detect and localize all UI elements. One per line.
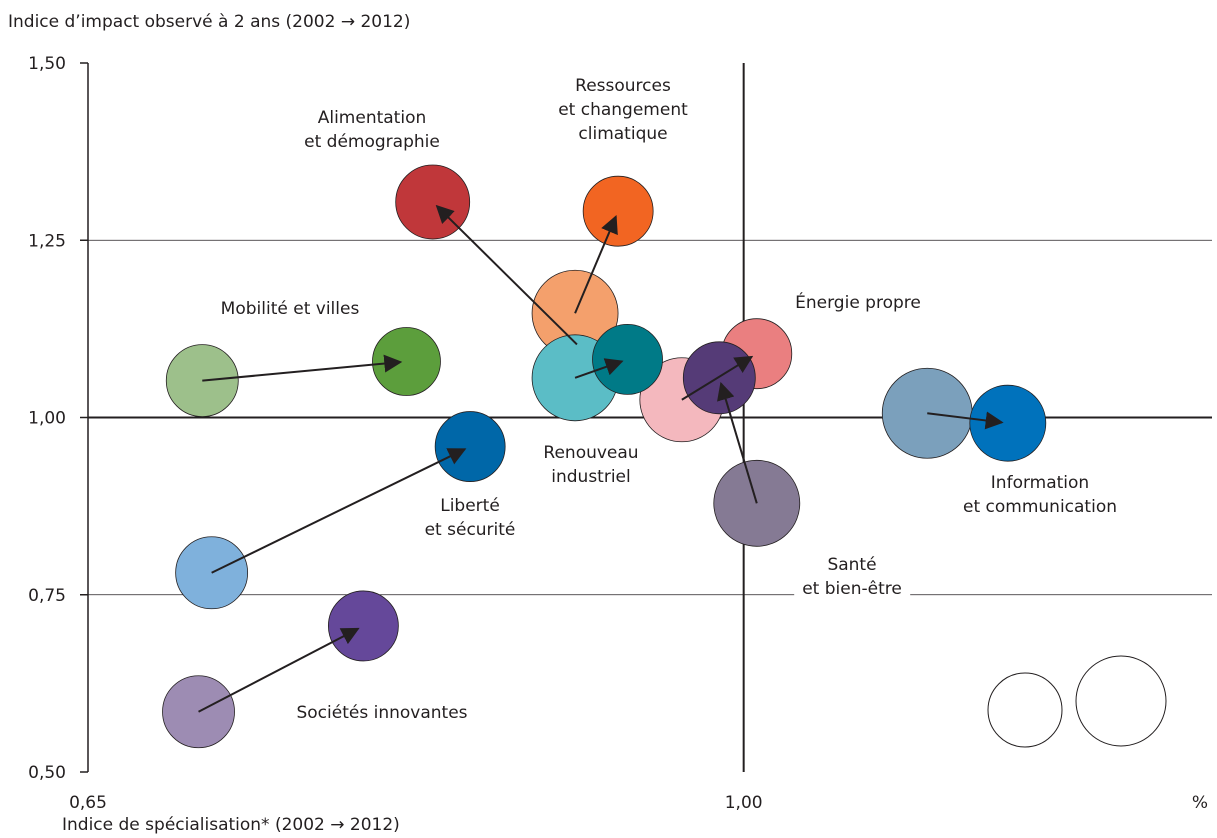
series-label: Information et communication — [963, 473, 1117, 517]
arrow — [198, 627, 360, 713]
series-label: Ressources et changement climatique — [558, 76, 688, 144]
size-legend-circle — [987, 672, 1063, 748]
bubble-2012 — [969, 384, 1047, 462]
x-axis-title: Indice de spécialisation* (2002 → 2012) — [62, 815, 400, 835]
bubble-2012 — [434, 411, 506, 482]
arrow — [435, 204, 578, 346]
arrow — [681, 355, 754, 401]
size-legend-circle — [1075, 655, 1167, 747]
y-tick-label: 0,50 — [28, 763, 66, 783]
arrow — [211, 448, 467, 574]
series-label: Liberté et sécurité — [424, 496, 516, 540]
y-tick-label: 0,75 — [28, 586, 66, 606]
bubble-2012 — [327, 590, 399, 662]
series-label: Alimentation et démographie — [304, 108, 440, 152]
arrow — [574, 358, 624, 379]
series-label: Renouveau industriel — [543, 443, 639, 487]
y-tick-label: 1,25 — [28, 231, 66, 251]
series-label: Sociétés innovantes — [296, 703, 468, 723]
arrow — [927, 411, 1004, 430]
x-tick-label: 0,65 — [69, 793, 107, 813]
y-tick-label: 1,00 — [28, 409, 66, 429]
arrow — [202, 354, 403, 382]
x-unit: % — [1192, 793, 1208, 813]
bubble-2012 — [592, 323, 663, 395]
arrow — [717, 381, 758, 504]
series-label: Mobilité et villes — [220, 299, 360, 319]
series-label: Énergie propre — [795, 293, 921, 313]
y-tick-label: 1,50 — [28, 54, 66, 74]
bubble-2012 — [582, 175, 654, 247]
x-tick-label: 1,00 — [725, 793, 763, 813]
y-axis-title: Indice d’impact observé à 2 ans (2002 → … — [8, 12, 410, 32]
bubble-2012 — [372, 327, 441, 396]
arrow — [574, 215, 618, 314]
series-label: Santé et bien-être — [794, 553, 910, 601]
